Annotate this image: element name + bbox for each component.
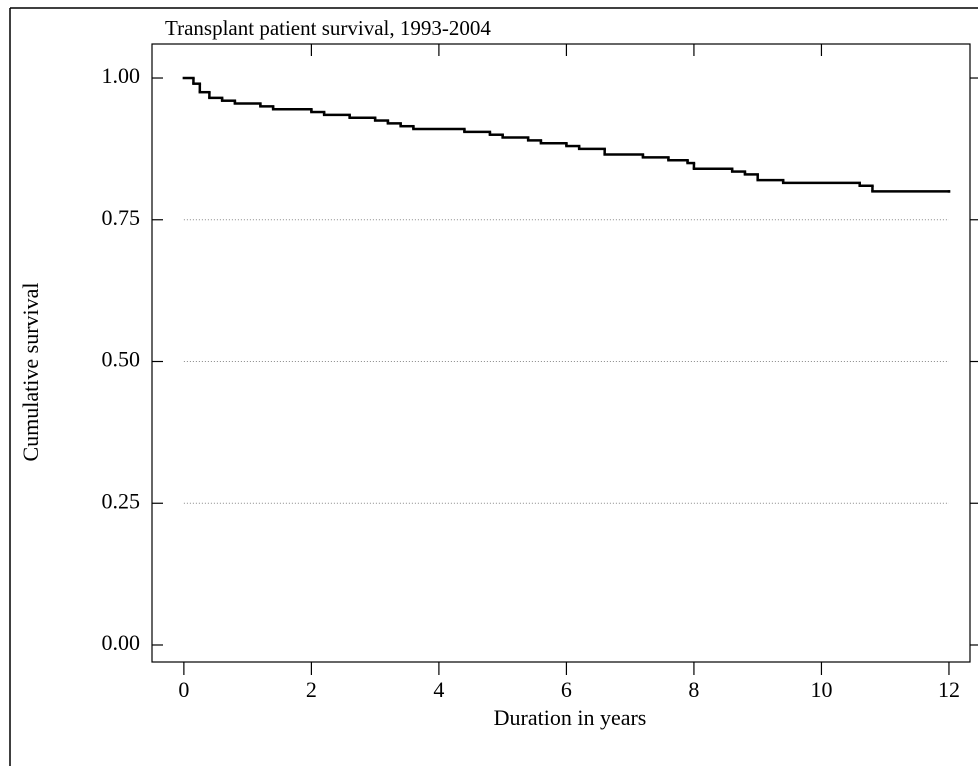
plot-frame	[151, 43, 971, 663]
x-tick-label: 2	[306, 677, 317, 702]
y-tick-label: 0.50	[102, 347, 141, 372]
y-tick-label: 0.75	[102, 205, 141, 230]
x-tick-label: 10	[810, 677, 832, 702]
y-tick-label: 0.00	[102, 630, 141, 655]
chart-title: Transplant patient survival, 1993-2004	[165, 16, 491, 40]
y-tick-label: 1.00	[102, 63, 141, 88]
x-tick-label: 12	[938, 677, 960, 702]
x-tick-label: 8	[688, 677, 699, 702]
y-tick-label: 0.25	[102, 488, 141, 513]
x-tick-label: 4	[433, 677, 444, 702]
x-tick-label: 0	[178, 677, 189, 702]
y-axis-label: Cumulative survival	[18, 282, 43, 461]
x-axis-label: Duration in years	[494, 705, 647, 730]
x-tick-label: 6	[561, 677, 572, 702]
